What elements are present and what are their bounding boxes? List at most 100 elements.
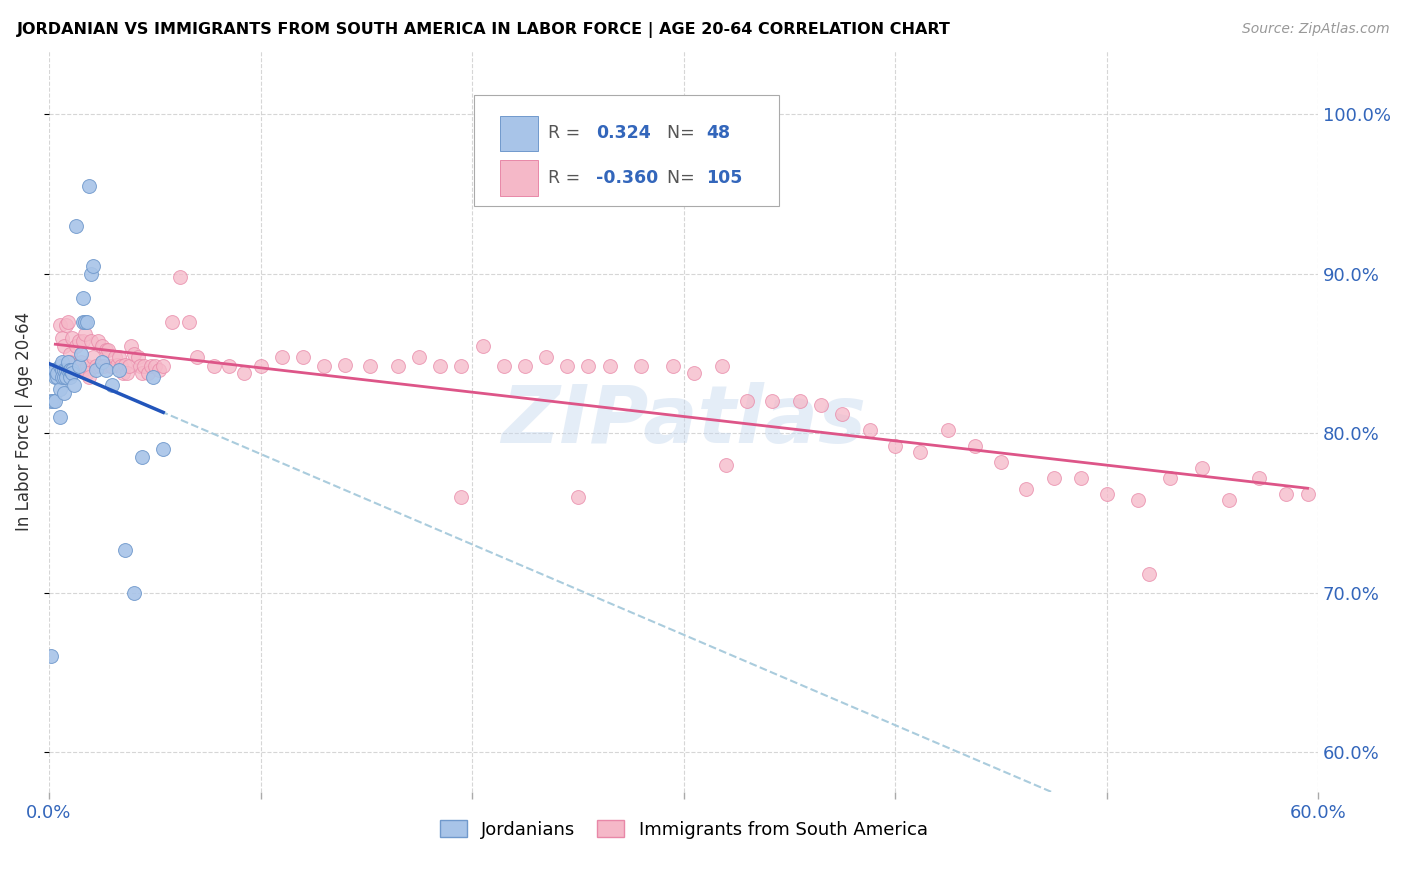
Point xyxy=(72,334,94,348)
Point xyxy=(86,334,108,348)
Point xyxy=(1275,487,1298,501)
Text: R =: R = xyxy=(548,169,585,186)
Point xyxy=(177,315,200,329)
Point xyxy=(82,350,104,364)
Point xyxy=(52,362,75,376)
Point xyxy=(1095,487,1118,501)
Point xyxy=(111,366,134,380)
Point xyxy=(232,366,254,380)
Point xyxy=(186,350,208,364)
Point xyxy=(65,362,87,376)
Point xyxy=(1218,493,1240,508)
Point xyxy=(139,359,162,374)
Point xyxy=(110,359,132,374)
Point xyxy=(80,334,103,348)
Point xyxy=(72,362,94,376)
Point xyxy=(129,359,152,374)
Point xyxy=(118,359,141,374)
Point xyxy=(492,359,515,374)
Point xyxy=(291,350,314,364)
Point xyxy=(59,346,82,360)
Point xyxy=(714,458,737,472)
Point xyxy=(662,359,685,374)
Point xyxy=(59,370,82,384)
Point xyxy=(114,542,136,557)
Point xyxy=(90,354,112,368)
Point xyxy=(1042,471,1064,485)
Point xyxy=(513,359,536,374)
Point xyxy=(97,343,120,358)
Point xyxy=(534,350,557,364)
Text: 105: 105 xyxy=(706,169,742,186)
Point xyxy=(312,359,335,374)
Point xyxy=(1070,471,1092,485)
Point xyxy=(77,370,100,384)
Point xyxy=(60,362,83,376)
Point xyxy=(52,338,75,352)
Point xyxy=(72,291,94,305)
Point xyxy=(859,423,882,437)
Point xyxy=(630,359,652,374)
Point xyxy=(69,354,91,368)
Text: 0.324: 0.324 xyxy=(596,124,651,143)
Point xyxy=(39,394,62,409)
Point xyxy=(152,359,174,374)
Point xyxy=(148,362,170,376)
Text: 48: 48 xyxy=(706,124,731,143)
Point xyxy=(84,359,107,374)
Point xyxy=(46,366,69,380)
Point xyxy=(51,370,73,384)
Point xyxy=(387,359,409,374)
Point xyxy=(115,366,138,380)
Point xyxy=(138,366,160,380)
Point xyxy=(76,315,98,329)
Point xyxy=(122,346,145,360)
Point xyxy=(48,359,70,374)
Point xyxy=(84,362,107,376)
Point xyxy=(65,219,87,233)
Point xyxy=(1296,487,1319,501)
Point xyxy=(98,359,121,374)
Text: N=: N= xyxy=(655,124,700,143)
Point xyxy=(48,318,70,332)
Point xyxy=(48,410,70,425)
Point xyxy=(73,315,96,329)
Point xyxy=(599,359,621,374)
Text: Source: ZipAtlas.com: Source: ZipAtlas.com xyxy=(1241,22,1389,37)
Point xyxy=(42,362,65,376)
Text: N=: N= xyxy=(655,169,700,186)
Point xyxy=(59,362,82,376)
Point xyxy=(408,350,430,364)
Point xyxy=(94,362,117,376)
Point xyxy=(1159,471,1181,485)
Point xyxy=(134,359,156,374)
Point xyxy=(46,370,69,384)
Text: JORDANIAN VS IMMIGRANTS FROM SOUTH AMERICA IN LABOR FORCE | AGE 20-64 CORRELATIO: JORDANIAN VS IMMIGRANTS FROM SOUTH AMERI… xyxy=(17,22,950,38)
Point xyxy=(77,179,100,194)
Point xyxy=(51,362,73,376)
Point xyxy=(555,359,578,374)
Point xyxy=(683,366,706,380)
Point xyxy=(94,343,117,358)
Point xyxy=(107,362,129,376)
Point xyxy=(160,315,183,329)
Point xyxy=(789,394,811,409)
Point xyxy=(65,338,87,352)
Point xyxy=(1128,493,1150,508)
Point xyxy=(131,450,153,465)
Point xyxy=(567,490,589,504)
Point xyxy=(67,359,90,374)
Point xyxy=(52,386,75,401)
Point xyxy=(44,370,66,384)
Point xyxy=(67,334,90,348)
Point xyxy=(101,359,124,374)
Point xyxy=(55,318,77,332)
Point xyxy=(63,378,86,392)
Point xyxy=(450,359,472,374)
Point xyxy=(910,445,932,459)
Point xyxy=(131,366,153,380)
Point xyxy=(121,338,143,352)
Point xyxy=(142,370,165,384)
Point xyxy=(55,362,77,376)
Point xyxy=(202,359,225,374)
